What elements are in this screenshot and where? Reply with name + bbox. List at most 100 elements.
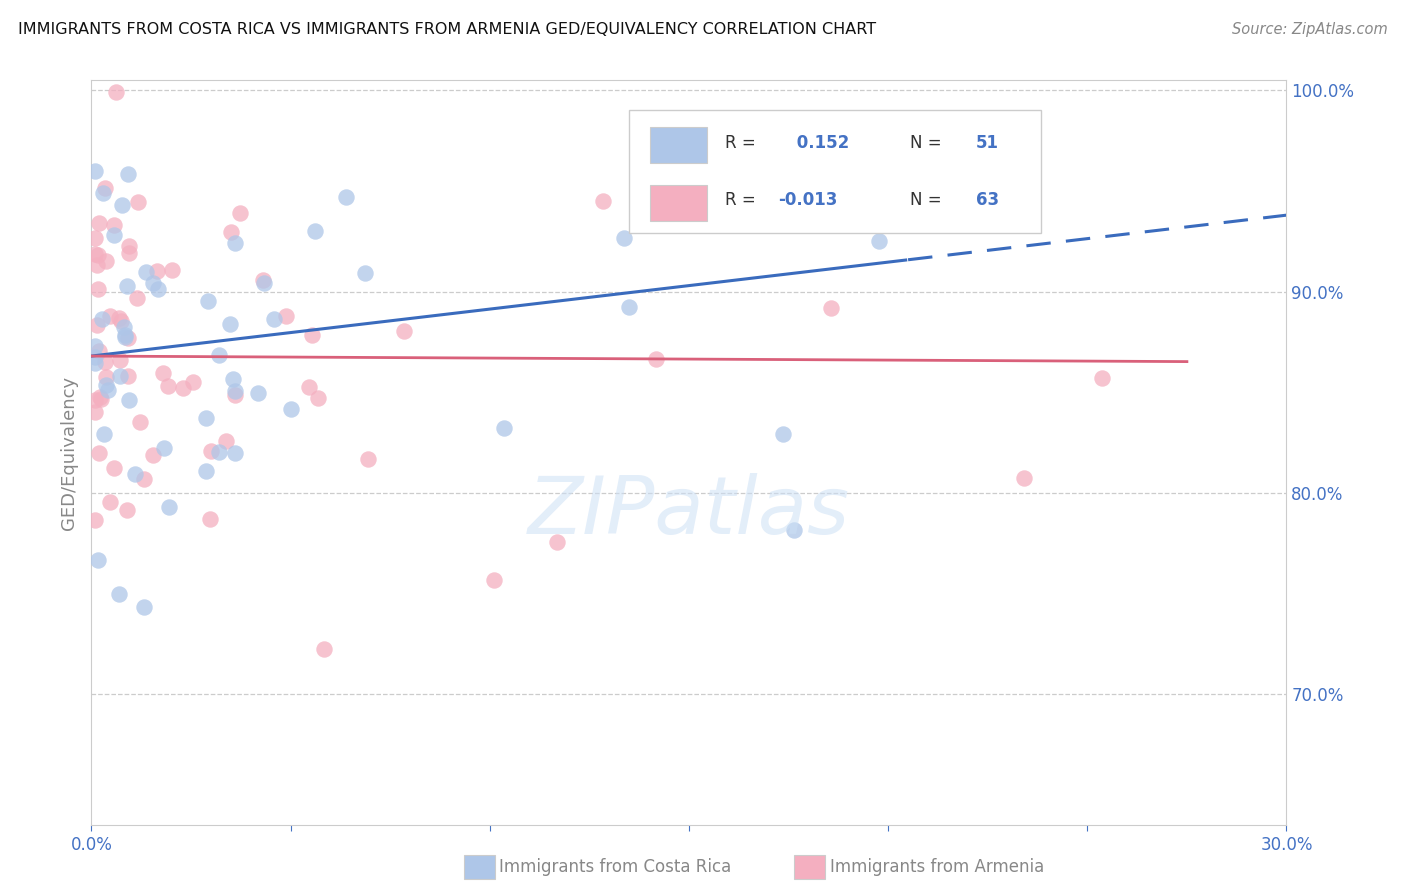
Point: [869, 234, 891, 248]
Point: [152, 366, 174, 380]
Point: [93, 427, 115, 442]
Point: [108, 368, 131, 383]
Point: [246, 386, 269, 401]
Point: [772, 427, 794, 442]
Point: [195, 410, 218, 425]
Point: [208, 444, 231, 458]
Point: [84, 393, 107, 408]
Point: [152, 441, 174, 455]
Text: Immigrants from Costa Rica: Immigrants from Costa Rica: [499, 858, 731, 876]
Point: [208, 348, 231, 362]
Point: [617, 301, 640, 315]
Text: -0.013: -0.013: [779, 192, 838, 210]
Point: [301, 328, 323, 343]
Point: [84, 356, 107, 370]
Point: [84, 231, 107, 245]
Point: [142, 449, 165, 463]
Point: [195, 464, 218, 478]
Point: [644, 351, 666, 366]
Point: [86, 258, 108, 272]
Point: [117, 331, 139, 345]
Point: [89, 390, 111, 404]
Point: [90, 392, 112, 406]
Point: [546, 534, 568, 549]
Point: [224, 236, 246, 251]
Point: [118, 238, 141, 252]
Point: [87, 344, 110, 359]
Point: [91, 311, 114, 326]
Text: ZIPatlas: ZIPatlas: [527, 474, 851, 551]
Point: [222, 372, 245, 386]
Point: [335, 190, 357, 204]
Point: [110, 313, 132, 327]
Point: [354, 266, 377, 280]
Text: R =: R =: [725, 192, 761, 210]
Point: [1091, 371, 1114, 385]
Point: [127, 194, 149, 209]
Point: [104, 86, 127, 100]
Point: [94, 369, 117, 384]
Point: [94, 180, 117, 194]
Text: N =: N =: [910, 134, 946, 152]
Y-axis label: GED/Equivalency: GED/Equivalency: [59, 376, 77, 530]
FancyBboxPatch shape: [630, 110, 1042, 233]
Text: Source: ZipAtlas.com: Source: ZipAtlas.com: [1232, 22, 1388, 37]
Point: [96, 378, 118, 392]
Point: [484, 573, 506, 587]
Point: [114, 330, 136, 344]
Point: [160, 263, 183, 277]
Point: [592, 194, 614, 209]
Point: [94, 354, 117, 368]
Text: 0.152: 0.152: [790, 134, 849, 152]
Point: [135, 265, 157, 279]
Point: [107, 311, 129, 326]
Point: [224, 388, 246, 402]
Text: 63: 63: [976, 192, 998, 210]
Point: [274, 309, 297, 323]
Point: [224, 384, 246, 399]
Point: [280, 402, 302, 417]
Point: [129, 416, 152, 430]
FancyBboxPatch shape: [650, 185, 707, 220]
Point: [87, 282, 110, 296]
Text: N =: N =: [910, 192, 946, 210]
Point: [110, 198, 132, 212]
Point: [613, 230, 636, 244]
Point: [298, 379, 321, 393]
Point: [103, 218, 125, 232]
Point: [108, 353, 131, 368]
Point: [124, 467, 146, 481]
Text: R =: R =: [725, 134, 761, 152]
Point: [91, 186, 114, 200]
Point: [253, 276, 276, 290]
Point: [86, 318, 108, 332]
Point: [108, 587, 131, 601]
Point: [98, 495, 121, 509]
Point: [132, 472, 155, 486]
Point: [97, 383, 120, 397]
Point: [117, 369, 139, 384]
Point: [84, 351, 107, 365]
Point: [94, 253, 117, 268]
Point: [263, 312, 285, 326]
Point: [198, 512, 221, 526]
Point: [224, 446, 246, 460]
Point: [1012, 471, 1035, 485]
Point: [314, 641, 336, 656]
Point: [87, 248, 110, 262]
Point: [146, 282, 169, 296]
Point: [84, 164, 107, 178]
Point: [89, 445, 111, 459]
Point: [89, 216, 111, 230]
Point: [307, 392, 329, 406]
Point: [134, 599, 156, 614]
Point: [142, 277, 165, 291]
Point: [103, 461, 125, 475]
Point: [197, 294, 219, 309]
Point: [229, 206, 252, 220]
Point: [112, 319, 135, 334]
Point: [84, 405, 107, 419]
Point: [103, 227, 125, 242]
FancyBboxPatch shape: [650, 127, 707, 163]
Point: [394, 325, 416, 339]
